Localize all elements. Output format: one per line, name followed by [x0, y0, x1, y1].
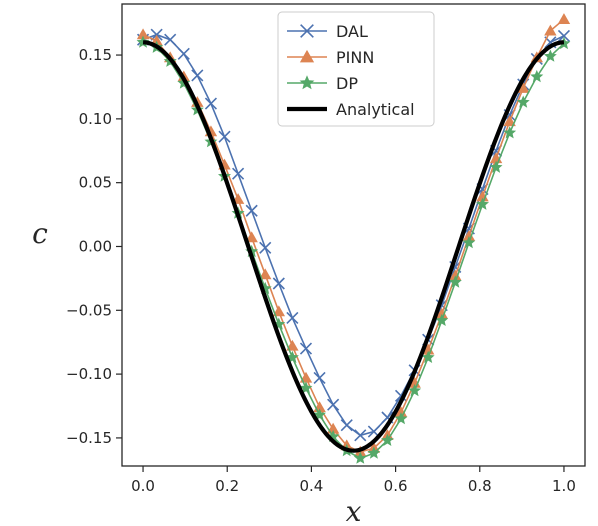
legend-label: Analytical — [336, 100, 415, 119]
dp-point — [435, 313, 449, 326]
y-tick-label: −0.15 — [66, 429, 112, 447]
dp-point — [516, 95, 530, 108]
dp-point — [476, 197, 489, 210]
y-tick-label: 0.10 — [79, 110, 112, 128]
dp-point — [408, 383, 422, 397]
legend-item-dp: DP — [287, 74, 358, 93]
dal-point — [218, 130, 231, 143]
dp-point — [448, 275, 462, 288]
legend: DAL PINN DP Analytical — [277, 11, 435, 127]
pinn-point — [544, 24, 557, 36]
dal-point — [259, 241, 272, 254]
analytical-line — [142, 40, 565, 453]
dal-point — [164, 33, 177, 46]
dp-point — [299, 381, 313, 394]
dp-point — [394, 412, 408, 425]
legend-label: DAL — [336, 22, 368, 41]
dp-point — [367, 446, 381, 459]
dal-point — [177, 47, 190, 60]
pinn-point — [435, 307, 448, 319]
dp-point — [489, 160, 503, 173]
x-tick-label: 0.6 — [384, 477, 408, 495]
dal-point — [191, 69, 204, 82]
dp-point — [136, 35, 150, 48]
x-axis-title: x — [346, 495, 362, 526]
legend-label: DP — [336, 74, 358, 93]
x-tick-label: 1.0 — [552, 477, 576, 495]
dp-point — [503, 126, 517, 139]
dal-point — [204, 97, 218, 110]
dp-point — [530, 69, 544, 83]
dp-point — [543, 49, 557, 62]
legend-marker — [300, 24, 314, 38]
x-axis: 0.0 0.2 0.4 0.6 0.8 1.0 — [131, 466, 576, 495]
y-axis-title: c — [32, 217, 48, 250]
legend-marker — [299, 75, 315, 90]
dp-point — [313, 408, 326, 421]
dp-point — [285, 350, 299, 363]
x-tick-label: 0.2 — [215, 477, 239, 495]
y-tick-label: −0.05 — [66, 301, 112, 319]
pinn-point — [517, 82, 530, 93]
y-axis: 0.15 0.10 0.05 0.00 −0.05 −0.10 −0.15 — [66, 46, 122, 447]
y-tick-label: 0.15 — [79, 46, 112, 64]
legend-marker — [299, 49, 315, 63]
legend-item-dal: DAL — [287, 22, 368, 41]
dal-point — [299, 342, 313, 355]
dal-point — [245, 204, 258, 217]
pinn-point — [476, 190, 489, 202]
dal-point — [313, 371, 326, 385]
pinn-point — [272, 305, 286, 317]
legend-item-analytical: Analytical — [287, 100, 415, 119]
pinn-point — [462, 230, 476, 241]
x-tick-label: 0.8 — [468, 477, 492, 495]
pinn-point — [421, 343, 435, 355]
pinn-point — [136, 28, 150, 40]
dp-point — [381, 433, 394, 446]
y-tick-label: 0.00 — [79, 237, 112, 255]
dal-point — [232, 167, 245, 180]
pinn-point — [503, 115, 516, 127]
dal-point — [286, 311, 299, 325]
x-tick-label: 0.4 — [299, 477, 323, 495]
pinn-point — [449, 269, 462, 281]
series-analytical — [142, 40, 565, 453]
dp-point — [353, 451, 367, 464]
plot-marks — [136, 13, 571, 464]
pinn-point — [245, 231, 258, 243]
y-tick-label: −0.10 — [66, 365, 112, 383]
legend-box — [277, 11, 435, 127]
dal-point — [327, 398, 340, 411]
dal-point — [150, 28, 163, 41]
y-tick-label: 0.05 — [79, 174, 112, 192]
dal-point — [354, 429, 367, 442]
dal-point — [272, 277, 285, 290]
dp-point — [421, 350, 435, 363]
dal-point — [340, 419, 353, 432]
plot-frame — [121, 3, 586, 467]
x-tick-label: 0.0 — [131, 477, 155, 495]
pinn-point — [394, 406, 408, 418]
pinn-point — [259, 268, 272, 280]
dp-point — [462, 235, 476, 249]
dal-point — [557, 29, 571, 42]
pinn-point — [557, 13, 571, 24]
legend-label: PINN — [336, 48, 374, 67]
legend-item-pinn: PINN — [287, 48, 374, 67]
